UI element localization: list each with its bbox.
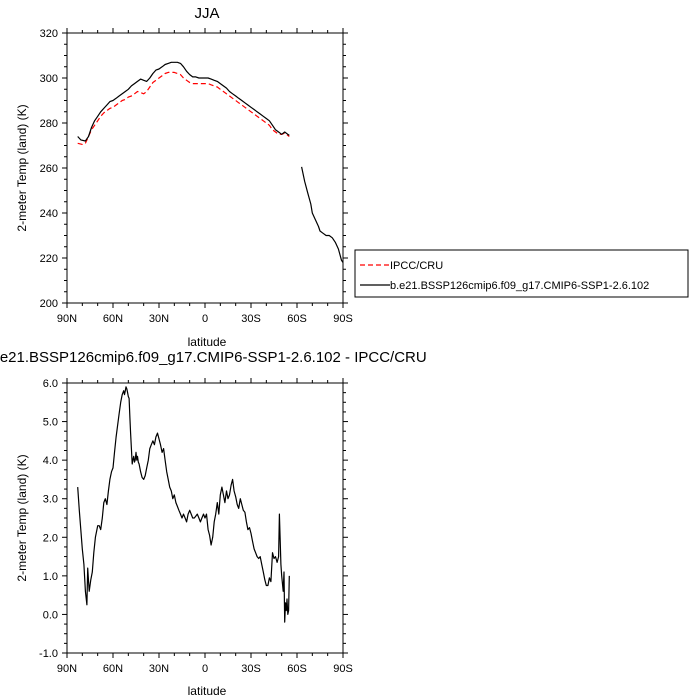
chart-bottom-ytick-label: 1.0 bbox=[43, 571, 58, 583]
chart-bottom-title: b.e21.BSSP126cmip6.f09_g17.CMIP6-SSP1-2.… bbox=[0, 349, 427, 366]
chart-top-ytick-label: 300 bbox=[40, 73, 58, 85]
chart-bottom-ytick-label: 5.0 bbox=[43, 417, 58, 429]
chart-bottom-xtick-label: 30N bbox=[149, 663, 169, 675]
chart-top-ytick-label: 240 bbox=[40, 208, 58, 220]
chart-top-ytick-label: 200 bbox=[40, 298, 58, 310]
chart-top-ylabel: 2-meter Temp (land) (K) bbox=[15, 104, 29, 231]
chart-bottom-xtick-label: 60N bbox=[103, 663, 123, 675]
chart-top-xtick-label: 30N bbox=[149, 313, 169, 325]
chart-top-xtick-label: 90S bbox=[333, 313, 353, 325]
chart-bottom-series-0-line bbox=[77, 386, 290, 623]
chart-bottom-ytick-label: 0.0 bbox=[43, 609, 58, 621]
legend-box bbox=[354, 249, 689, 298]
chart-top: JJA 2-meter Temp (land) (K) latitude 90N… bbox=[15, 5, 353, 349]
chart-top-xtick-label: 30S bbox=[241, 313, 261, 325]
chart-top-title: JJA bbox=[194, 5, 219, 22]
chart-bottom-xtick-label: 60S bbox=[287, 663, 307, 675]
chart-bottom-ytick-label: 3.0 bbox=[43, 494, 58, 506]
chart-bottom-ytick-label: -1.0 bbox=[39, 648, 58, 660]
chart-top-xtick-label: 90N bbox=[57, 313, 77, 325]
chart-top-ytick-label: 320 bbox=[40, 28, 58, 40]
chart-bottom-xlabel: latitude bbox=[188, 684, 227, 698]
chart-bottom-ytick-label: 2.0 bbox=[43, 532, 58, 544]
legend-label-model: b.e21.BSSP126cmip6.f09_g17.CMIP6-SSP1-2.… bbox=[390, 280, 649, 292]
chart-top-series-0-line bbox=[77, 71, 290, 145]
chart-top-xlabel: latitude bbox=[188, 335, 227, 349]
chart-top-ytick-label: 280 bbox=[40, 118, 58, 130]
chart-bottom: b.e21.BSSP126cmip6.f09_g17.CMIP6-SSP1-2.… bbox=[0, 349, 427, 698]
chart-bottom-xtick-label: 90S bbox=[333, 663, 353, 675]
chart-bottom-ytick-label: 6.0 bbox=[43, 378, 58, 390]
chart-bottom-xtick-label: 90N bbox=[57, 663, 77, 675]
chart-bottom-xtick-label: 0 bbox=[202, 663, 208, 675]
chart-bottom-xtick-label: 30S bbox=[241, 663, 261, 675]
chart-bottom-ylabel: 2-meter Temp (land) (K) bbox=[15, 454, 29, 581]
chart-bottom-ytick-label: 4.0 bbox=[43, 455, 58, 467]
chart-top-xtick-label: 60N bbox=[103, 313, 123, 325]
chart-top-xtick-label: 60S bbox=[287, 313, 307, 325]
chart-top-ytick-label: 260 bbox=[40, 163, 58, 175]
chart-top-series-1-line bbox=[77, 61, 344, 263]
chart-top-xtick-label: 0 bbox=[202, 313, 208, 325]
chart-top-legend: IPCC/CRU b.e21.BSSP126cmip6.f09_g17.CMIP… bbox=[354, 249, 689, 298]
chart-top-ytick-label: 220 bbox=[40, 253, 58, 265]
legend-label-ipcc: IPCC/CRU bbox=[390, 260, 443, 272]
